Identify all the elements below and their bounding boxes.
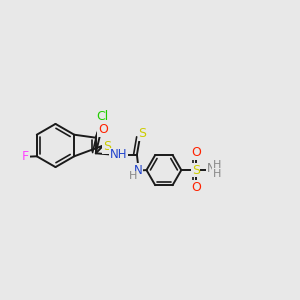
- Text: H: H: [213, 160, 221, 170]
- Text: N: N: [207, 162, 216, 176]
- Text: S: S: [138, 127, 146, 140]
- Text: H: H: [213, 169, 221, 179]
- Text: H: H: [129, 171, 137, 181]
- Text: N: N: [134, 164, 142, 177]
- Text: NH: NH: [110, 148, 127, 161]
- Text: S: S: [192, 164, 200, 177]
- Text: O: O: [191, 181, 201, 194]
- Text: O: O: [191, 146, 201, 159]
- Text: S: S: [103, 140, 111, 153]
- Text: Cl: Cl: [96, 110, 109, 123]
- Text: O: O: [98, 123, 108, 136]
- Text: F: F: [22, 150, 29, 164]
